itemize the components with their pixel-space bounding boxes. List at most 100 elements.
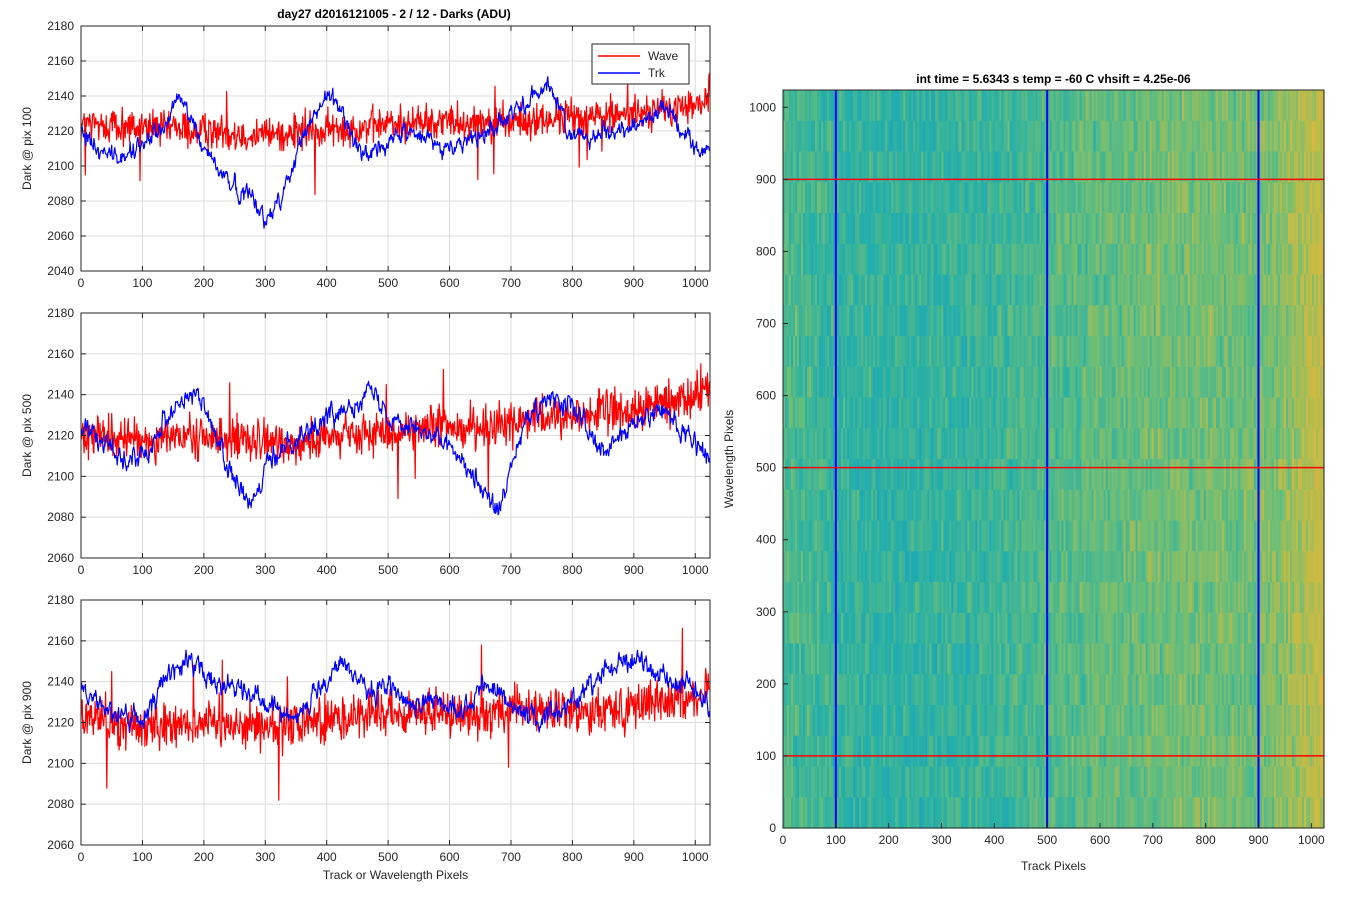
heatmap-cell bbox=[935, 428, 938, 460]
heatmap-cell bbox=[831, 643, 834, 675]
heatmap-cell bbox=[917, 397, 920, 429]
heatmap-cell bbox=[857, 120, 860, 153]
heatmap-cell bbox=[1131, 366, 1135, 399]
heatmap-cell bbox=[1079, 366, 1083, 399]
heatmap-cell bbox=[929, 735, 932, 768]
heatmap-cell bbox=[879, 705, 882, 737]
heatmap-cell bbox=[1121, 797, 1125, 829]
heatmap-cell bbox=[1021, 397, 1025, 429]
heatmap-cell bbox=[1063, 366, 1067, 399]
heatmap-cell bbox=[935, 151, 938, 183]
heatmap-cell bbox=[971, 428, 974, 460]
heatmap-cell bbox=[971, 90, 974, 122]
heatmap-cell bbox=[1111, 766, 1115, 798]
heatmap-cell bbox=[919, 643, 922, 675]
heatmap-cell bbox=[1015, 274, 1019, 306]
heatmap-cell bbox=[821, 520, 824, 552]
heatmap-cell bbox=[1011, 489, 1015, 522]
heatmap-cell bbox=[883, 397, 886, 429]
heatmap-cell bbox=[1079, 705, 1083, 737]
heatmap-cell bbox=[961, 489, 964, 522]
heatmap-cell bbox=[1075, 151, 1079, 183]
heatmap-cell bbox=[1155, 90, 1159, 122]
heatmap-cell bbox=[1033, 336, 1037, 368]
heatmap-cell bbox=[997, 674, 1000, 706]
heatmap-cell bbox=[933, 674, 936, 706]
heatmap-cell bbox=[877, 151, 880, 183]
heatmap-cell bbox=[1067, 90, 1071, 122]
heatmap-cell bbox=[785, 366, 788, 399]
heatmap-cell bbox=[1153, 735, 1157, 768]
heatmap-cell bbox=[1067, 643, 1071, 675]
heatmap-cell bbox=[1107, 520, 1111, 552]
heatmap-cell bbox=[867, 766, 870, 798]
heatmap-cell bbox=[905, 151, 908, 183]
heatmap-cell bbox=[1053, 151, 1057, 183]
heatmap-cell bbox=[1129, 797, 1133, 829]
heatmap-cell bbox=[1151, 582, 1155, 614]
heatmap-cell bbox=[933, 735, 936, 768]
y-tick-label: 2080 bbox=[47, 797, 74, 811]
heatmap-cell bbox=[923, 120, 926, 153]
heatmap-cell bbox=[1153, 428, 1157, 460]
heatmap-cell bbox=[803, 428, 806, 460]
heatmap-cell bbox=[967, 643, 970, 675]
heatmap-cell bbox=[975, 520, 978, 552]
heatmap-cell bbox=[1109, 182, 1113, 214]
heatmap-cell bbox=[1131, 766, 1135, 798]
heatmap-cell bbox=[1157, 428, 1161, 460]
heatmap-cell bbox=[1025, 797, 1029, 829]
heatmap-cell bbox=[1175, 243, 1179, 276]
heatmap-cell bbox=[971, 489, 974, 522]
heatmap-cell bbox=[879, 274, 882, 306]
heatmap-cell bbox=[1007, 705, 1011, 737]
heatmap-cell bbox=[799, 766, 802, 798]
heatmap-cell bbox=[783, 582, 786, 614]
heatmap-cell bbox=[893, 151, 896, 183]
heatmap-cell bbox=[1157, 151, 1161, 183]
heatmap-cell bbox=[1123, 489, 1127, 522]
heatmap-cell bbox=[871, 612, 874, 645]
heatmap-cell bbox=[849, 766, 852, 798]
heatmap-cell bbox=[1123, 243, 1127, 276]
heatmap-cell bbox=[1047, 582, 1051, 614]
heatmap-cell bbox=[877, 766, 880, 798]
heatmap-cell bbox=[1123, 428, 1127, 460]
heatmap-cell bbox=[1003, 582, 1007, 614]
heatmap-cell bbox=[851, 489, 854, 522]
heatmap-cell bbox=[1007, 213, 1011, 245]
heatmap-cell bbox=[829, 243, 832, 276]
heatmap-cell bbox=[1135, 612, 1139, 645]
heatmap-cell bbox=[1129, 582, 1133, 614]
heatmap-cell bbox=[1043, 643, 1047, 675]
heatmap-cell bbox=[949, 151, 952, 183]
heatmap-cell bbox=[1093, 520, 1097, 552]
heatmap-cell bbox=[1085, 766, 1089, 798]
heatmap-cell bbox=[1055, 90, 1059, 122]
heatmap-cell bbox=[849, 120, 852, 153]
heatmap-cell bbox=[1163, 582, 1167, 614]
heatmap-cell bbox=[1035, 305, 1039, 337]
heatmap-cell bbox=[1055, 243, 1059, 276]
heatmap-cell bbox=[933, 274, 936, 306]
heatmap-cell bbox=[1035, 366, 1039, 399]
heatmap-cell bbox=[1117, 366, 1121, 399]
heatmap-cell bbox=[1093, 797, 1097, 829]
heatmap-cell bbox=[919, 674, 922, 706]
heatmap-cell bbox=[1107, 428, 1111, 460]
heatmap-cell bbox=[915, 366, 918, 399]
heatmap-cell bbox=[899, 735, 902, 768]
heatmap-cell bbox=[1147, 120, 1151, 153]
heatmap-cell bbox=[849, 182, 852, 214]
heatmap-cell bbox=[965, 489, 968, 522]
heatmap-cell bbox=[931, 151, 934, 183]
heatmap-cell bbox=[1111, 151, 1115, 183]
heatmap-cell bbox=[787, 582, 790, 614]
heatmap-cell bbox=[1003, 305, 1007, 337]
heatmap-cell bbox=[919, 182, 922, 214]
heatmap-cell bbox=[1025, 90, 1029, 122]
heatmap-cell bbox=[907, 90, 910, 122]
heatmap-cell bbox=[1175, 305, 1179, 337]
heatmap-cell bbox=[1001, 735, 1004, 768]
heatmap-cell bbox=[1035, 735, 1039, 768]
